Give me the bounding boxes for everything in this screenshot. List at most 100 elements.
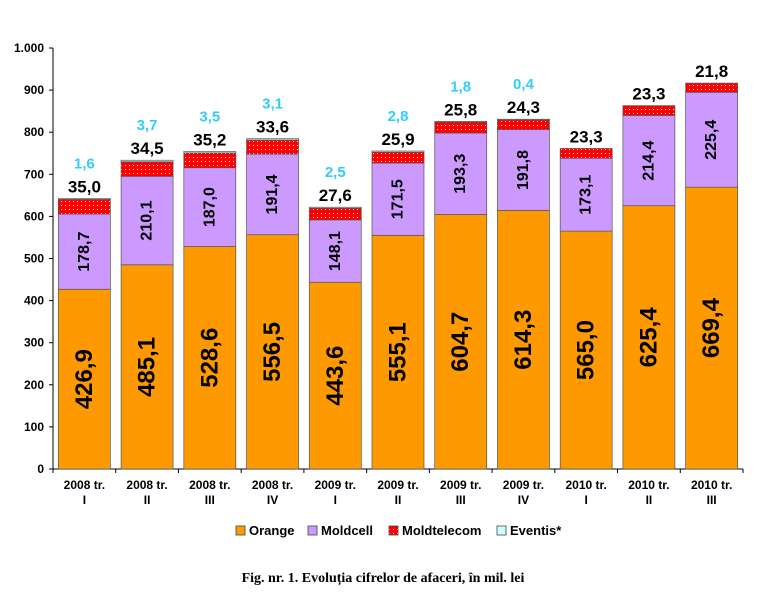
- x-tick-label: 2009 tr.: [377, 478, 418, 492]
- data-label-moldcell: 191,4: [264, 174, 281, 214]
- x-tick-label: 2008 tr.: [189, 478, 230, 492]
- data-label-moldcell: 187,0: [201, 187, 218, 227]
- data-label-orange: 625,4: [635, 307, 662, 368]
- y-tick-label: 800: [24, 125, 44, 139]
- data-label-orange: 485,1: [134, 337, 161, 397]
- x-tick-label: II: [144, 493, 151, 507]
- bar-eventis: [246, 138, 299, 141]
- bar-moldtelecom: [685, 82, 738, 93]
- x-tick-label: IV: [518, 493, 529, 507]
- x-tick-label: 2010 tr.: [628, 478, 669, 492]
- data-label-moldtelecom: 21,8: [695, 62, 728, 81]
- bar-eventis: [308, 206, 362, 209]
- x-tick-label: IV: [267, 493, 278, 507]
- data-label-eventis: 1,6: [74, 156, 95, 173]
- data-label-moldcell: 148,1: [327, 231, 344, 271]
- data-label-orange: 669,4: [698, 297, 725, 358]
- x-tick-label: I: [334, 493, 337, 507]
- chart-title: Fig. nr. 1. Evoluția cifrelor de afaceri…: [242, 571, 525, 586]
- data-label-moldtelecom: 23,3: [632, 85, 665, 104]
- bar-orange: [685, 186, 738, 470]
- y-tick-label: 400: [24, 294, 44, 308]
- legend-label: Moldcell: [321, 523, 373, 538]
- data-label-moldtelecom: 35,2: [193, 130, 226, 149]
- legend-label: Eventis*: [510, 523, 562, 538]
- data-label-eventis: 1,8: [450, 78, 471, 95]
- bar-moldcell: [685, 91, 738, 188]
- data-label-eventis: 2,5: [325, 164, 346, 181]
- x-tick-label: II: [646, 493, 653, 507]
- bar-moldtelecom: [246, 139, 299, 155]
- y-tick-label: 500: [24, 252, 44, 266]
- data-label-moldtelecom: 33,6: [256, 118, 289, 137]
- y-tick-label: 200: [24, 378, 44, 392]
- bar-moldtelecom: [434, 121, 488, 134]
- bar-moldcell: [308, 219, 362, 283]
- x-tick-label: 2010 tr.: [691, 478, 732, 492]
- x-tick-label: II: [395, 493, 402, 507]
- legend-label: Moldtelecom: [402, 523, 481, 538]
- data-label-moldtelecom: 25,9: [381, 130, 414, 149]
- data-label-eventis: 3,7: [137, 117, 158, 134]
- bar-eventis: [183, 151, 237, 154]
- bar-orange: [120, 264, 174, 470]
- bar-moldcell: [246, 153, 299, 236]
- bar-moldtelecom: [183, 152, 237, 169]
- bar-orange: [308, 281, 362, 470]
- data-label-orange: 443,6: [322, 346, 349, 406]
- data-label-moldtelecom: 23,3: [570, 127, 603, 146]
- data-label-moldcell: 193,3: [452, 154, 469, 194]
- bar-eventis: [58, 198, 111, 200]
- data-label-moldtelecom: 34,5: [131, 139, 164, 158]
- data-label-moldtelecom: 27,6: [319, 186, 352, 205]
- bar-eventis: [434, 121, 488, 123]
- data-label-orange: 528,6: [196, 328, 223, 388]
- data-label-eventis: 3,5: [199, 108, 220, 125]
- bar-eventis: [371, 150, 425, 153]
- bar-eventis: [120, 159, 174, 163]
- x-tick-label: III: [205, 493, 215, 507]
- bar-moldcell: [120, 175, 174, 266]
- bar-orange: [371, 234, 425, 470]
- data-label-orange: 555,1: [385, 322, 412, 382]
- bar-orange: [559, 230, 613, 470]
- legend-swatch-orange: [235, 525, 246, 536]
- x-tick-label: 2008 tr.: [252, 478, 293, 492]
- legend-swatch-moldcell: [307, 525, 318, 536]
- bar-orange: [246, 234, 299, 470]
- bar-moldtelecom: [58, 198, 111, 215]
- bar-moldtelecom: [559, 148, 613, 159]
- y-tick-label: 100: [24, 420, 44, 434]
- data-label-orange: 426,9: [71, 349, 98, 409]
- x-tick-label: 2008 tr.: [64, 478, 105, 492]
- bar-moldcell: [622, 115, 676, 207]
- y-tick-label: 600: [24, 209, 44, 223]
- bar-moldtelecom: [371, 151, 425, 164]
- data-label-eventis: 0,4: [513, 76, 535, 93]
- bar-orange: [434, 214, 488, 470]
- data-label-eventis: 2,8: [388, 108, 409, 125]
- data-label-orange: 604,7: [447, 312, 474, 372]
- bar-moldtelecom: [120, 161, 174, 177]
- bar-moldcell: [434, 132, 488, 215]
- bar-moldtelecom: [308, 207, 362, 221]
- data-label-eventis: 3,1: [262, 96, 283, 113]
- data-label-moldtelecom: 25,8: [444, 100, 477, 119]
- y-tick-label: 700: [24, 167, 44, 181]
- x-tick-label: I: [585, 493, 588, 507]
- x-tick-label: 2009 tr.: [315, 478, 356, 492]
- data-label-orange: 556,5: [259, 322, 286, 382]
- y-tick-label: 900: [24, 83, 44, 97]
- bar-orange: [183, 246, 237, 470]
- bar-moldcell: [58, 213, 111, 290]
- x-tick-label: I: [83, 493, 86, 507]
- data-label-moldcell: 210,1: [139, 200, 156, 240]
- bar-moldcell: [371, 162, 425, 236]
- data-label-moldcell: 225,4: [703, 120, 720, 160]
- data-label-moldtelecom: 35,0: [68, 178, 101, 197]
- bar-orange: [622, 205, 676, 470]
- bar-moldtelecom: [622, 105, 676, 116]
- x-tick-label: 2010 tr.: [565, 478, 606, 492]
